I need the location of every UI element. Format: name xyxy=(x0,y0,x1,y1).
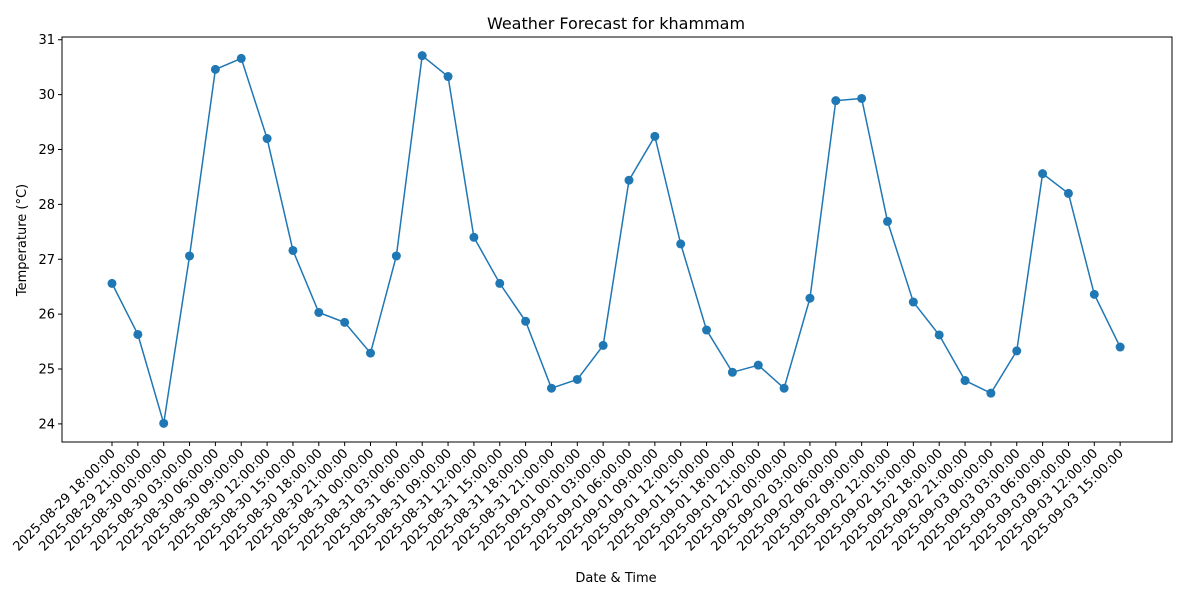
data-point xyxy=(908,297,918,307)
data-point xyxy=(598,340,608,350)
data-point xyxy=(831,96,841,106)
data-point xyxy=(857,93,867,103)
y-tick-label: 24 xyxy=(38,417,55,432)
data-point xyxy=(469,232,479,242)
data-point xyxy=(314,307,324,317)
data-point xyxy=(779,383,789,393)
data-point xyxy=(727,367,737,377)
chart-title: Weather Forecast for khammam xyxy=(487,14,745,33)
data-point xyxy=(185,251,195,261)
data-point xyxy=(236,53,246,63)
data-point xyxy=(650,131,660,141)
data-point xyxy=(934,330,944,340)
data-point xyxy=(753,360,763,370)
data-point xyxy=(1115,342,1125,352)
data-point xyxy=(340,317,350,327)
data-point xyxy=(366,348,375,358)
data-point xyxy=(1063,188,1073,198)
y-tick-label: 26 xyxy=(38,308,55,323)
y-tick-label: 27 xyxy=(38,253,55,268)
temperature-series-line xyxy=(111,54,1121,424)
temperature-series-markers xyxy=(107,51,1125,428)
y-axis-ticks: 24 25 26 27 28 29 30 31 xyxy=(38,33,62,432)
data-point xyxy=(986,388,996,398)
data-point xyxy=(210,64,220,74)
data-point xyxy=(262,134,272,144)
data-point xyxy=(960,376,970,386)
data-point xyxy=(443,72,453,82)
data-point xyxy=(495,278,505,288)
data-point xyxy=(805,293,815,303)
data-point xyxy=(1089,289,1099,299)
y-tick-label: 28 xyxy=(38,198,55,213)
data-point xyxy=(702,325,712,335)
data-point xyxy=(133,329,143,339)
data-point xyxy=(288,245,298,255)
data-point xyxy=(1038,169,1048,179)
data-point xyxy=(546,383,556,393)
y-tick-label: 30 xyxy=(38,88,55,103)
data-point xyxy=(1012,346,1022,356)
data-point xyxy=(391,251,401,261)
y-tick-label: 31 xyxy=(38,33,55,48)
y-axis-label: Temperature (°C) xyxy=(15,184,30,297)
y-tick-label: 25 xyxy=(38,363,55,378)
data-point xyxy=(676,239,686,249)
data-point xyxy=(624,175,634,185)
data-point xyxy=(107,278,117,288)
data-point xyxy=(159,418,169,428)
y-tick-label: 29 xyxy=(38,143,55,158)
x-axis-label: Date & Time xyxy=(575,571,656,586)
data-point xyxy=(521,316,531,326)
data-point xyxy=(883,216,892,226)
data-point xyxy=(572,374,582,384)
data-point xyxy=(417,51,427,61)
plot-area-frame xyxy=(61,36,1173,443)
